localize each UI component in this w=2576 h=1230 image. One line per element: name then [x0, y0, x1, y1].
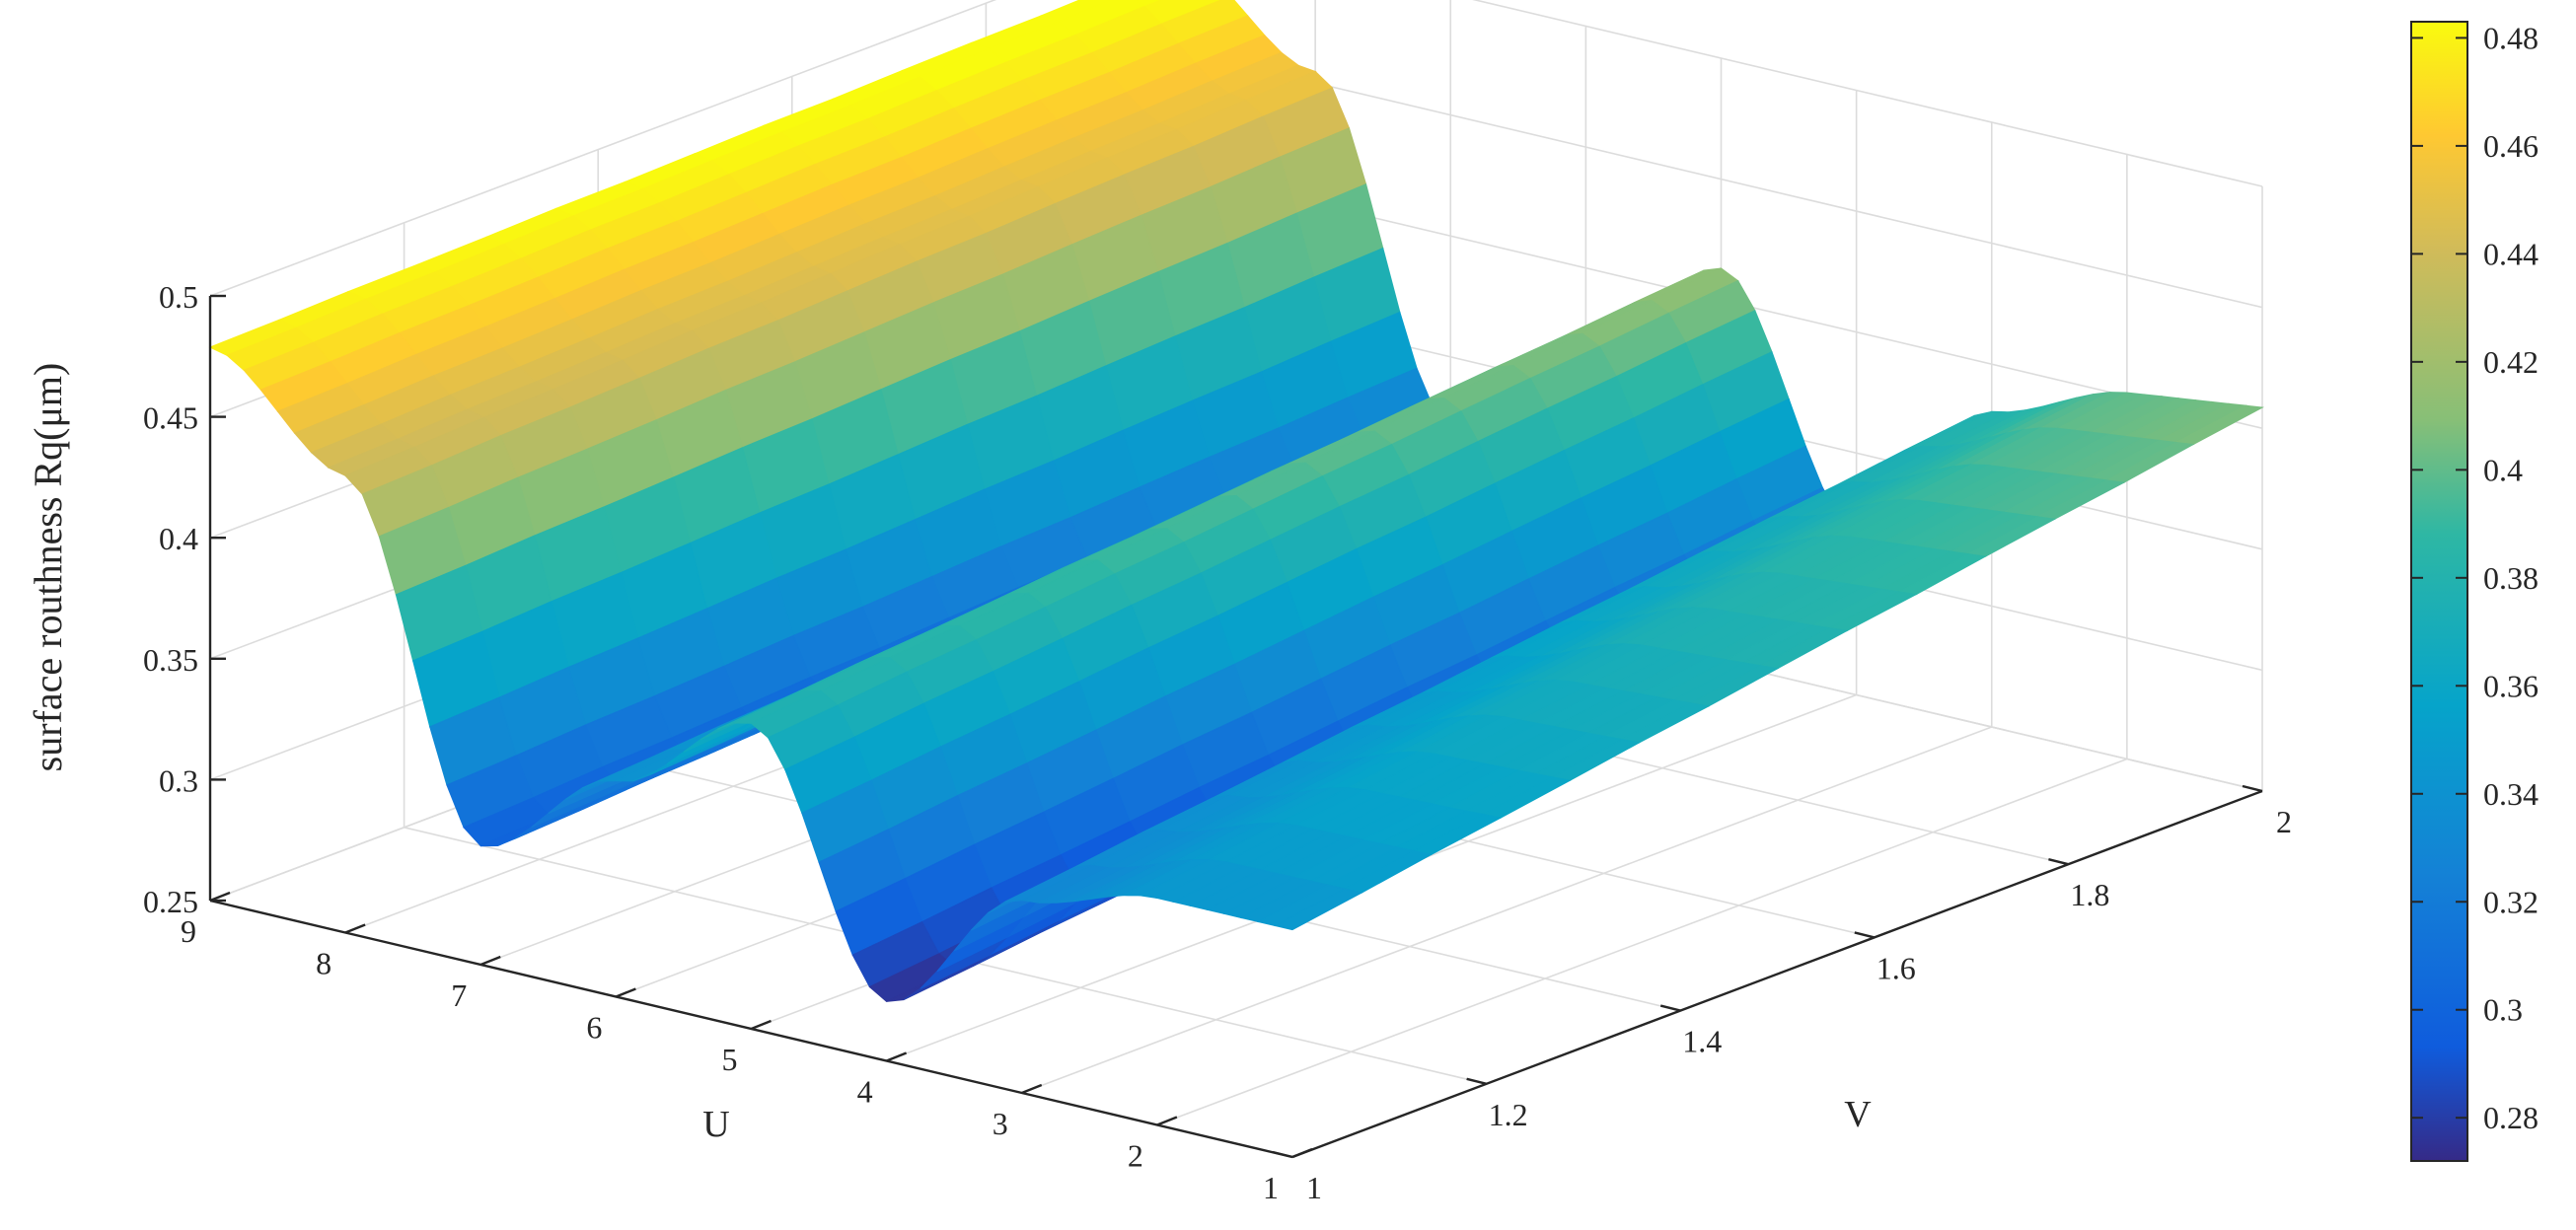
- colorbar-tick-label: 0.38: [2483, 560, 2539, 596]
- v-tick-label: 1.4: [1682, 1024, 1722, 1059]
- colorbar-tick-label: 0.28: [2483, 1100, 2539, 1135]
- v-tick: [1854, 931, 1876, 939]
- colorbar-tick-label: 0.48: [2483, 20, 2539, 55]
- u-tick-label: 4: [857, 1074, 873, 1110]
- u-tick: [1291, 1147, 1313, 1159]
- z-axis-label: surface routhness Rq(μm): [26, 363, 70, 772]
- v-tick: [1659, 1004, 1681, 1012]
- u-tick-label: 3: [993, 1106, 1008, 1141]
- u-tick-label: 6: [586, 1010, 602, 1046]
- colorbar-tick-label: 0.4: [2483, 452, 2523, 487]
- v-tick-label: 1.8: [2070, 877, 2109, 912]
- y-axis-label: V: [1844, 1094, 1872, 1135]
- v-tick: [1466, 1077, 1487, 1085]
- v-tick-label: 1.2: [1489, 1097, 1528, 1132]
- u-tick: [209, 891, 231, 903]
- grid-line-floor-u: [1156, 758, 2128, 1126]
- z-tick-label: 0.35: [143, 642, 198, 678]
- u-tick: [615, 987, 636, 998]
- z-tick-label: 0.5: [159, 279, 198, 315]
- z-tick-label: 0.4: [159, 521, 198, 556]
- u-tick: [1021, 1083, 1043, 1095]
- colorbar-tick-label: 0.44: [2483, 236, 2539, 271]
- u-tick: [886, 1051, 908, 1062]
- u-tick-label: 1: [1263, 1170, 1279, 1205]
- surface-patch: [1135, 0, 1163, 8]
- u-tick: [479, 955, 501, 967]
- colorbar-tick-label: 0.34: [2483, 776, 2539, 812]
- colorbar: 0.28 0.3 0.32 0.34 0.36 0.38 0.4 0.42 0.44 0.46 0.…: [2410, 20, 2539, 1162]
- u-tick-label: 5: [722, 1042, 738, 1077]
- v-tick-label: 2: [2276, 804, 2292, 839]
- colorbar-tick-label: 0.32: [2483, 884, 2539, 919]
- axes: 0.25 0.3 0.35 0.4 0.45 0.5 1 2 3 4 5 6 7 8 9 1 1.2 1.4 1.6…: [143, 279, 2292, 1205]
- u-tick-label: 8: [316, 946, 331, 981]
- u-tick-label: 2: [1128, 1138, 1143, 1174]
- colorbar-tick-label: 0.36: [2483, 668, 2539, 703]
- colorbar-tick-label: 0.46: [2483, 128, 2539, 164]
- v-tick-label: 1: [1306, 1170, 1322, 1205]
- colorbar-gradient: [2410, 21, 2468, 1162]
- colorbar-tick-label: 0.42: [2483, 344, 2539, 380]
- z-tick-label: 0.25: [143, 884, 198, 919]
- grid-line-wall-z: [209, 0, 2263, 297]
- z-tick-label: 0.45: [143, 400, 198, 436]
- v-tick: [2048, 858, 2069, 866]
- v-axis-line: [1291, 789, 2263, 1159]
- u-tick: [751, 1019, 772, 1031]
- surface-patch: [1274, 888, 1363, 931]
- x-axis-label: U: [702, 1104, 729, 1145]
- v-tick: [1272, 1150, 1293, 1159]
- grid-line-floor-u: [1021, 726, 1993, 1094]
- colorbar-tick-label: 0.3: [2483, 992, 2523, 1028]
- u-tick-label: 7: [451, 977, 467, 1013]
- v-tick-label: 1.6: [1877, 950, 1916, 985]
- u-tick: [1156, 1116, 1178, 1126]
- z-tick-label: 0.3: [159, 762, 198, 798]
- surface-mesh: [208, 0, 2264, 1003]
- u-tick: [344, 923, 366, 934]
- v-tick: [2242, 784, 2263, 793]
- u-tick-label: 9: [181, 913, 196, 949]
